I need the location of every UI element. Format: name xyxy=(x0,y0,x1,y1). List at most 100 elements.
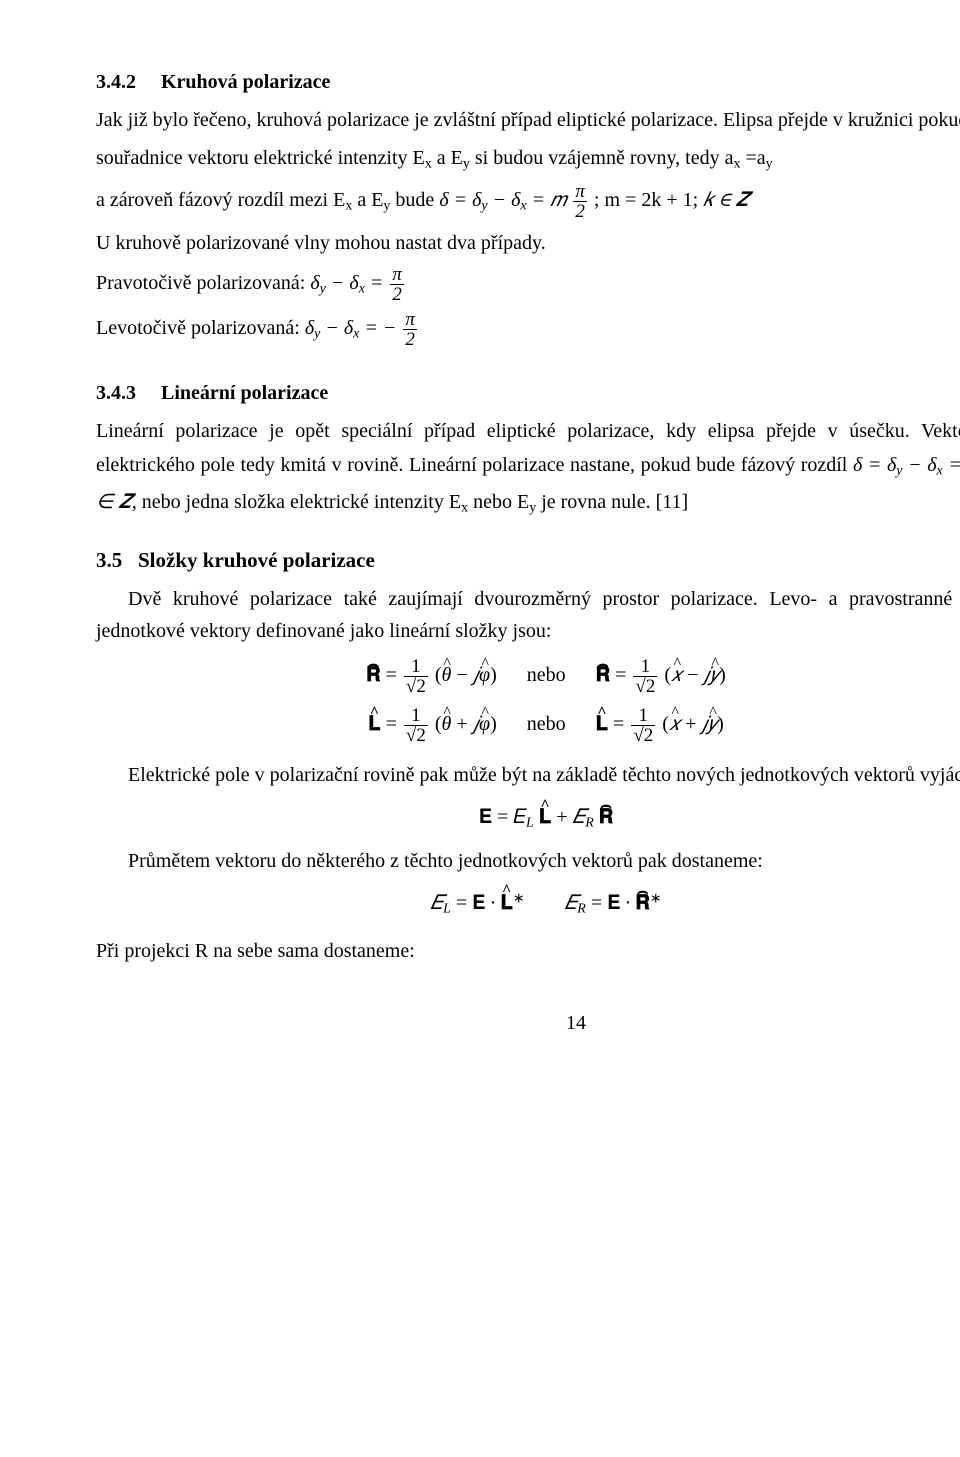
numerator: π xyxy=(390,265,404,285)
math-text: = xyxy=(613,713,629,735)
section-3-4-2-heading: 3.4.2 Kruhová polarizace xyxy=(96,66,960,98)
equation-body: 𝐸L = 𝐄 ∙ 𝐋∗ 𝐸R = 𝐄 ∙ 𝐑∗ xyxy=(96,887,960,921)
math-text: = 𝐄 ∙ xyxy=(591,892,636,914)
inline-math: 𝐋 = 1 √2 (𝑥 + 𝑗𝑦) xyxy=(596,713,724,735)
subscript: y xyxy=(463,157,470,172)
math-text: = xyxy=(386,713,402,735)
text: Průmětem vektoru do některého z těchto j… xyxy=(128,850,763,872)
paragraph: Jak již bylo řečeno, kruhová polarizace … xyxy=(96,104,960,136)
paragraph: Elektrické pole v polarizační rovině pak… xyxy=(96,759,960,791)
math-text: = xyxy=(386,664,402,686)
fraction: 1 √2 xyxy=(404,706,428,745)
math-text: + xyxy=(685,713,701,735)
fraction: 1 √2 xyxy=(404,657,428,696)
math-text: δ xyxy=(305,317,314,339)
subscript: x xyxy=(461,500,468,515)
text: Jak již bylo řečeno, kruhová polarizace … xyxy=(96,109,960,131)
fraction: π 2 xyxy=(573,182,587,221)
equation-body: 𝐄 = 𝐸L 𝐋 + 𝐸R 𝐑 xyxy=(96,801,960,835)
page-number: 14 xyxy=(96,1007,960,1039)
subscript: y xyxy=(314,326,320,341)
numerator: 1 xyxy=(404,706,428,726)
vector-r-hat: 𝐑 xyxy=(599,801,613,833)
inline-math: 𝐄 = 𝐸L 𝐋 + 𝐸R 𝐑 xyxy=(479,806,613,828)
inline-math: 𝐸R = 𝐄 ∙ 𝐑∗ xyxy=(565,892,662,914)
section-title: Kruhová polarizace xyxy=(161,71,330,93)
math-text: − δ xyxy=(493,189,521,211)
paragraph: souřadnice vektoru elektrické intenzity … xyxy=(96,142,960,176)
math-text: − xyxy=(456,664,472,686)
section-num: 3.4.3 xyxy=(96,377,156,409)
y-hat: 𝑦 xyxy=(710,659,719,691)
text: elektrické intenzity E xyxy=(290,491,461,513)
vector-l-hat: 𝐋 xyxy=(500,887,512,919)
vector-r-hat: 𝐑 xyxy=(596,659,610,691)
math-text: δ = δ xyxy=(439,189,481,211)
inline-math: δ = δy − δx = 𝑚 π 2 xyxy=(439,189,594,211)
y-hat: 𝑦 xyxy=(708,708,717,740)
math-text: 𝐸 xyxy=(565,892,578,914)
math-text: 𝐸 xyxy=(430,892,443,914)
math-text: ( xyxy=(435,713,442,735)
fraction: 1 √2 xyxy=(631,706,655,745)
numerator: 1 xyxy=(404,657,428,677)
vector-r-hat: 𝐑 xyxy=(366,659,380,691)
section-num: 3.4.2 xyxy=(96,66,156,98)
paragraph: Průmětem vektoru do některého z těchto j… xyxy=(96,845,960,877)
math-text: ) xyxy=(490,664,497,686)
equation-18: 𝐋 = 1 √2 (θ + 𝑗φ) nebo 𝐋 = 1 √2 (𝑥 + 𝑗𝑦)… xyxy=(96,706,960,745)
math-text: ( xyxy=(435,664,442,686)
inline-math: δ = δy − δx = 𝑚 π 2 xyxy=(853,454,960,476)
text: a zároveň fázový rozdíl mezi E xyxy=(96,189,345,211)
subscript: x xyxy=(425,157,432,172)
math-text: ∈ 𝒁, xyxy=(96,491,137,513)
x-hat: 𝑥 xyxy=(669,708,680,740)
paragraph: Lineární polarizace je opět speciální př… xyxy=(96,415,960,520)
math-text: + xyxy=(456,713,472,735)
theta-hat: θ xyxy=(442,659,452,691)
inline-math: 𝐑 = 1 √2 (𝑥 − 𝑗𝑦) xyxy=(596,664,726,686)
math-text: = − xyxy=(364,317,401,339)
inline-math: δy − δx = π 2 xyxy=(310,272,406,294)
denominator: 2 xyxy=(573,202,587,221)
text: nebo xyxy=(527,664,566,686)
text: souřadnice vektoru elektrické intenzity … xyxy=(96,147,425,169)
text: U kruhově polarizované vlny mohou nastat… xyxy=(96,232,546,254)
subscript: y xyxy=(766,157,773,172)
math-text: = 𝑚 xyxy=(948,454,960,476)
inline-math: 𝐋 = 1 √2 (θ + 𝑗φ) xyxy=(368,713,502,735)
text: a E xyxy=(437,147,463,169)
inline-math: 𝐑 = 1 √2 (θ − 𝑗φ) xyxy=(366,664,502,686)
subscript: R xyxy=(577,902,586,917)
section-title: Složky kruhové polarizace xyxy=(138,548,375,572)
math-text: − δ xyxy=(325,317,353,339)
subscript: L xyxy=(526,816,534,831)
x-hat: 𝑥 xyxy=(671,659,682,691)
fraction: π 2 xyxy=(403,310,417,349)
text: nebo xyxy=(527,713,566,735)
inline-math: δy − δx = − π 2 xyxy=(305,317,419,339)
math-text: 𝑘 ∈ 𝒁 xyxy=(703,189,749,211)
subscript: y xyxy=(383,198,390,213)
denominator: √2 xyxy=(404,726,428,745)
text: Lineární polarizace je opět speciální př… xyxy=(96,420,960,476)
vector-r-hat: 𝐑 xyxy=(635,887,649,919)
paragraph: Při projekci R na sebe sama dostaneme: xyxy=(96,935,960,967)
theta-hat: θ xyxy=(442,708,452,740)
math-text: ) xyxy=(717,713,724,735)
superscript: ∗ xyxy=(650,892,662,907)
math-text: = 𝐄 ∙ xyxy=(456,892,501,914)
text: =a xyxy=(746,147,766,169)
subscript: x xyxy=(520,198,526,213)
text: ; m = 2k + 1; xyxy=(594,189,703,211)
section-3-5-heading: 3.5 Složky kruhové polarizace xyxy=(96,544,960,578)
text: Dvě kruhové polarizace také zaujímají dv… xyxy=(96,588,960,642)
subscript: L xyxy=(443,902,451,917)
superscript: ∗ xyxy=(513,892,525,907)
equation-body: 𝐑 = 1 √2 (θ − 𝑗φ) nebo 𝐑 = 1 √2 (𝑥 − 𝑗𝑦) xyxy=(96,657,960,696)
math-text: ) xyxy=(719,664,726,686)
subscript: y xyxy=(481,198,487,213)
math-text: − xyxy=(687,664,703,686)
subscript: x xyxy=(734,157,741,172)
subscript: x xyxy=(353,326,359,341)
